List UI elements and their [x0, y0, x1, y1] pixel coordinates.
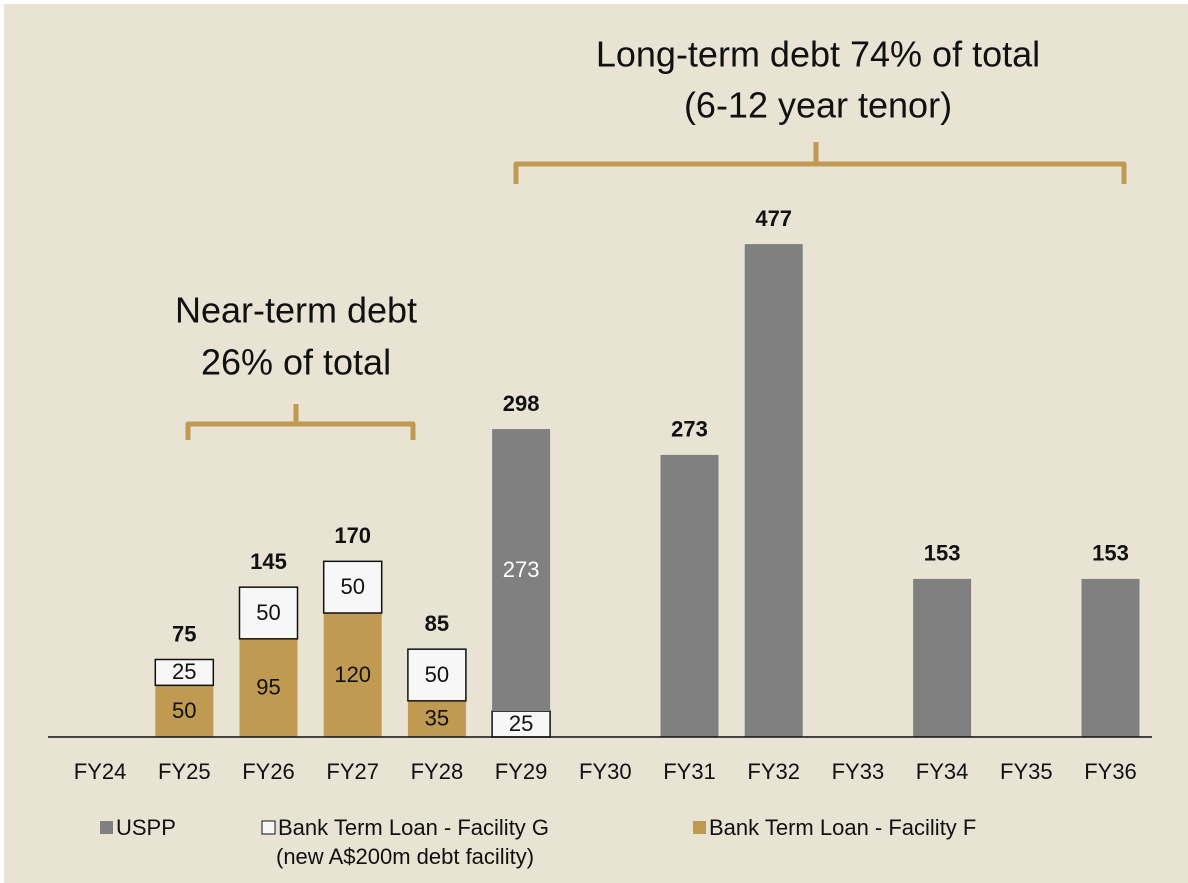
data-label: 35 — [425, 706, 449, 731]
data-label: 120 — [334, 662, 371, 687]
total-label: 75 — [172, 621, 196, 646]
bar-segment — [913, 578, 972, 737]
bar-segment — [660, 454, 719, 737]
data-label: 50 — [425, 662, 449, 687]
x-tick-label: FY30 — [579, 759, 632, 784]
x-tick-label: FY33 — [832, 759, 885, 784]
bar-segment — [744, 244, 803, 737]
x-tick-label: FY24 — [74, 759, 127, 784]
bar-segment — [155, 685, 214, 737]
background — [4, 4, 1188, 883]
data-label: 50 — [340, 574, 364, 599]
bracket — [513, 142, 1127, 184]
annotation: Near-term debt — [175, 290, 417, 331]
annotation: Long-term debt 74% of total — [596, 34, 1040, 75]
total-label: 273 — [671, 417, 708, 442]
total-label: 153 — [924, 541, 961, 566]
x-tick-label: FY32 — [747, 759, 800, 784]
legend-swatch — [100, 821, 113, 834]
bar-segment — [323, 613, 382, 737]
bar-segment — [239, 638, 298, 737]
data-label: 25 — [172, 659, 196, 684]
annotation: 26% of total — [201, 342, 391, 383]
x-tick-label: FY26 — [242, 759, 295, 784]
x-tick-label: FY28 — [411, 759, 464, 784]
total-label: 145 — [250, 549, 287, 574]
x-tick-label: FY34 — [916, 759, 969, 784]
legend-label: USPP — [116, 815, 176, 840]
x-tick-label: FY29 — [495, 759, 548, 784]
bar-segment — [492, 429, 551, 712]
bar-segment — [322, 560, 383, 614]
data-label: 50 — [256, 600, 280, 625]
x-tick-label: FY25 — [158, 759, 211, 784]
legend-note: (new A$200m debt facility) — [276, 844, 534, 869]
total-label: 153 — [1092, 541, 1129, 566]
bar-segment — [1081, 578, 1140, 737]
annotation: (6-12 year tenor) — [684, 85, 952, 126]
bar-segment — [407, 648, 467, 702]
data-label: 273 — [503, 557, 540, 582]
bar-segment — [238, 586, 299, 640]
total-label: 170 — [334, 523, 371, 548]
data-label: 50 — [172, 698, 196, 723]
legend-swatch — [693, 821, 706, 834]
data-label: 95 — [256, 675, 280, 700]
bar-segment — [407, 700, 466, 737]
bracket — [185, 404, 416, 440]
x-tick-label: FY27 — [326, 759, 379, 784]
x-tick-label: FY35 — [1000, 759, 1053, 784]
legend-swatch — [261, 820, 276, 835]
total-label: 298 — [503, 391, 540, 416]
data-label: 25 — [509, 711, 533, 736]
x-tick-label: FY36 — [1084, 759, 1137, 784]
x-tick-label: FY31 — [663, 759, 716, 784]
total-label: 85 — [425, 611, 449, 636]
legend-label: Bank Term Loan - Facility F — [709, 815, 976, 840]
total-label: 477 — [755, 206, 792, 231]
legend-label: Bank Term Loan - Facility G — [278, 815, 549, 840]
bar-segment — [154, 658, 215, 687]
